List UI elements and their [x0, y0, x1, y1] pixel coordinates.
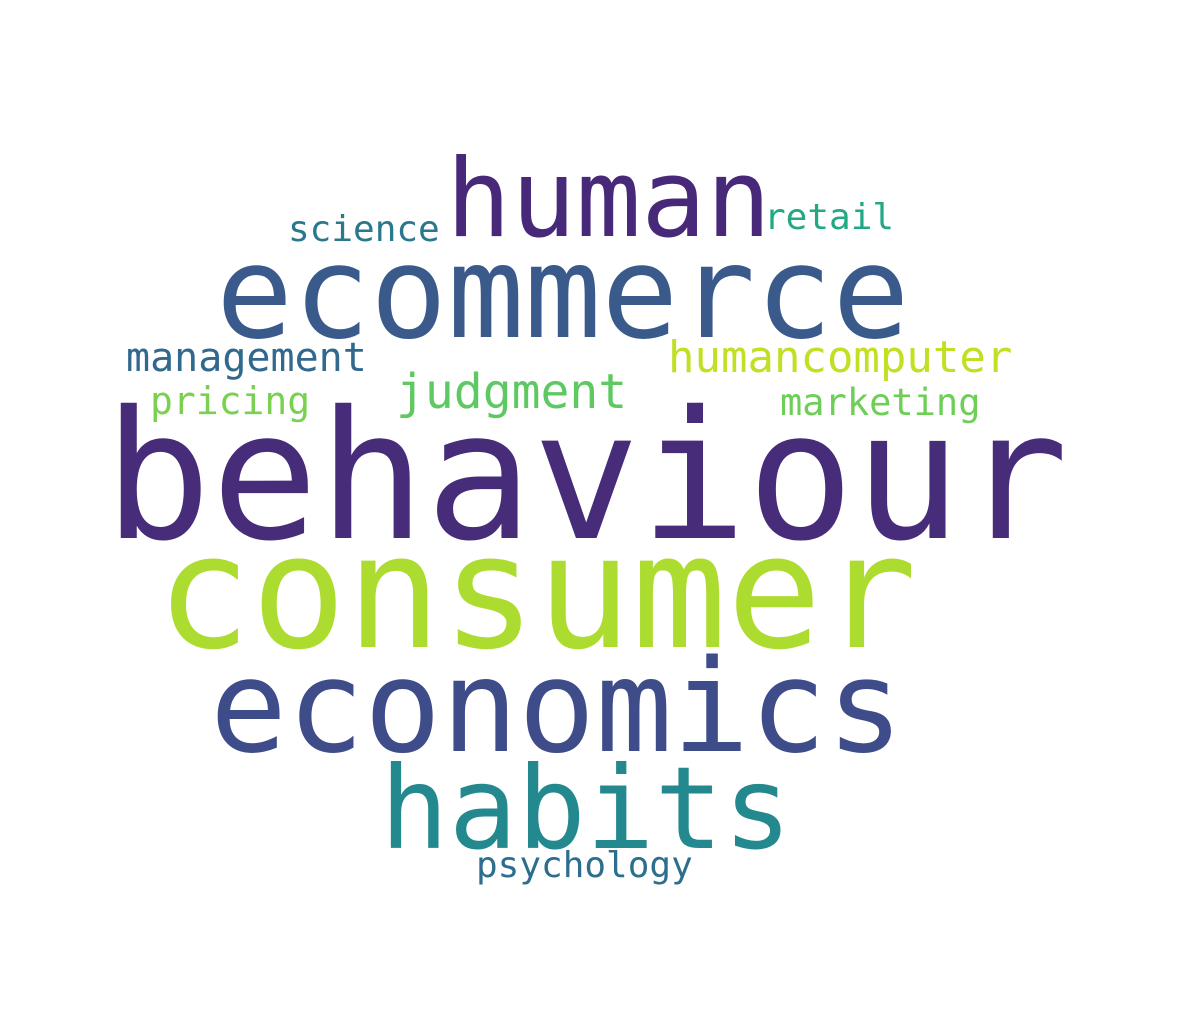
word-economics: economics [210, 633, 904, 782]
word-judgment: judgment [396, 364, 628, 420]
word-consumer: consumer [156, 501, 917, 685]
word-humancomputer: humancomputer [668, 332, 1013, 383]
word-marketing: marketing [780, 381, 981, 424]
word-habits: habits [380, 742, 792, 875]
word-retail: retail [764, 197, 895, 238]
word-pricing: pricing [150, 379, 311, 423]
word-human: human [446, 137, 772, 262]
word-behaviour: behaviour [104, 373, 1069, 580]
word-ecommerce: ecommerce [216, 219, 910, 368]
word-management: management [126, 335, 367, 381]
word-science: science [288, 209, 440, 250]
word-psychology: psychology [476, 845, 693, 886]
